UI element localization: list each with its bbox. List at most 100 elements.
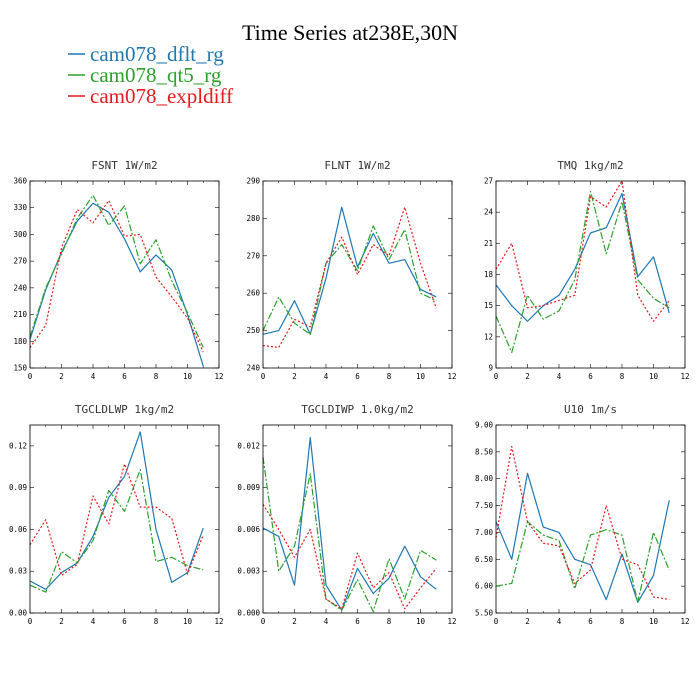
plot-frame-tmq [495,180,686,369]
x-tick-label-u10: 12 [680,617,689,626]
series-line-fsnt-qt5 [29,194,204,348]
y-tick-label-tmq: 27 [484,177,493,186]
y-tick-label-u10: 6.00 [475,582,494,591]
x-tick-label-flnt: 10 [416,372,426,381]
y-tick-label-tgcldiwp: 0.003 [237,567,260,576]
x-tick-label-fsnt: 2 [59,372,64,381]
x-tick-label-tgcldiwp: 12 [447,617,456,626]
series-line-fsnt-dflt [29,202,204,367]
x-tick-label-tgcldlwp: 0 [28,617,33,626]
y-tick-label-u10: 6.50 [475,555,494,564]
series-line-tgcldlwp-qt5 [29,468,204,593]
plot-frame-flnt [262,180,453,369]
x-tick-label-flnt: 6 [355,372,360,381]
x-tick-label-u10: 10 [649,617,659,626]
y-tick-label-flnt: 240 [246,364,260,373]
y-tick-label-fsnt: 360 [13,177,27,186]
legend-entry-qt5: cam078_qt5_rg [68,63,222,87]
y-tick-label-u10: 9.00 [475,421,494,430]
x-tick-label-u10: 0 [494,617,499,626]
y-tick-label-flnt: 270 [246,251,260,260]
series-line-u10-qt5 [495,521,670,603]
y-tick-label-tmq: 18 [484,270,494,279]
x-tick-label-tgcldiwp: 6 [355,617,360,626]
x-tick-label-tgcldiwp: 10 [416,617,426,626]
panel-fsnt: FSNT 1W/m2 0 2 4 6 8 10 12 150 180 210 240 270 300 330… [13,159,223,381]
series-line-flnt-expl [262,206,437,349]
y-tick-label-tgcldiwp: 0.009 [237,483,260,492]
x-tick-label-flnt: 4 [324,372,329,381]
x-tick-label-u10: 4 [557,617,562,626]
panel-title-tmq: TMQ 1kg/m2 [557,159,623,172]
y-tick-label-fsnt: 210 [13,310,27,319]
series-line-tmq-dflt [495,192,670,322]
y-tick-label-tgcldlwp: 0.03 [9,567,27,576]
x-tick-label-tmq: 0 [494,372,499,381]
y-tick-label-fsnt: 330 [13,203,27,212]
y-tick-label-flnt: 290 [246,177,260,186]
x-tick-label-u10: 6 [588,617,593,626]
x-tick-label-tmq: 4 [557,372,562,381]
legend-label-qt5: cam078_qt5_rg [90,63,222,87]
series-line-flnt-qt5 [262,225,437,335]
x-tick-label-tmq: 6 [588,372,593,381]
panel-title-fsnt: FSNT 1W/m2 [91,159,157,172]
series-line-tgcldlwp-dflt [29,431,204,590]
y-tick-label-tgcldiwp: 0.006 [237,525,260,534]
x-tick-label-tgcldlwp: 10 [183,617,193,626]
y-tick-label-tgcldlwp: 0.06 [9,525,28,534]
series-line-tgcldiwp-expl [262,504,437,610]
y-tick-label-fsnt: 300 [13,230,27,239]
panel-flnt: FLNT 1W/m2 0 2 4 6 8 10 12 240 250 260 270 280 290 [246,159,456,381]
y-tick-label-fsnt: 150 [13,364,27,373]
y-tick-label-u10: 8.00 [475,474,494,483]
panel-tgcldiwp: TGCLDIWP 1.0kg/m2 0 2 4 6 8 10 12 0.000 0.003 0.00… [237,403,456,626]
x-tick-label-tgcldiwp: 8 [387,617,392,626]
y-tick-label-u10: 5.50 [475,609,494,618]
x-tick-label-flnt: 12 [447,372,456,381]
x-tick-label-tmq: 12 [680,372,689,381]
y-tick-label-tgcldlwp: 0.09 [9,483,27,492]
y-tick-label-tmq: 21 [484,239,493,248]
x-tick-label-u10: 2 [525,617,530,626]
x-tick-label-flnt: 0 [261,372,266,381]
y-tick-label-tgcldlwp: 0.12 [9,441,27,450]
series-line-tmq-qt5 [495,190,670,354]
x-tick-label-tmq: 10 [649,372,659,381]
x-tick-label-fsnt: 6 [122,372,127,381]
y-tick-label-fsnt: 240 [13,283,27,292]
y-tick-label-tmq: 15 [484,301,493,310]
panels: FSNT 1W/m20 2 4 6 8 10 12150180210240270300330… [9,159,690,626]
x-tick-label-tgcldiwp: 4 [324,617,329,626]
x-tick-label-tgcldlwp: 6 [122,617,127,626]
y-tick-label-fsnt: 180 [13,337,27,346]
y-tick-label-tgcldlwp: 0.00 [9,609,28,618]
y-tick-label-flnt: 280 [246,214,260,223]
x-tick-label-tmq: 8 [620,372,625,381]
panel-title-tgcldlwp: TGCLDLWP 1kg/m2 [75,403,174,416]
x-tick-label-flnt: 8 [387,372,392,381]
x-tick-label-tgcldlwp: 2 [59,617,64,626]
y-tick-label-tmq: 12 [484,332,493,341]
x-tick-label-tgcldiwp: 2 [292,617,297,626]
legend-label-expl: cam078_expldiff [90,84,233,108]
panel-tgcldlwp: TGCLDLWP 1kg/m2 0 2 4 6 8 10 12 0.00 0.03 0.06 0.09… [9,403,224,626]
x-tick-label-tgcldiwp: 0 [261,617,266,626]
legend-entry-expl: cam078_expldiff [68,84,233,108]
y-tick-label-u10: 8.50 [475,447,494,456]
y-tick-label-u10: 7.00 [475,528,494,537]
panel-u10: U10 1m/s 0 2 4 6 8 10 12 5.50 6.00 6.50 7.00 7.50 8.0… [475,403,690,626]
x-tick-label-tgcldlwp: 12 [214,617,223,626]
x-tick-label-fsnt: 0 [28,372,33,381]
y-tick-label-flnt: 260 [246,289,260,298]
panel-title-u10: U10 1m/s [564,403,617,416]
legend: cam078_dflt_rg cam078_qt5_rg cam078_expl… [68,42,233,108]
x-tick-label-fsnt: 8 [154,372,159,381]
x-tick-label-fsnt: 10 [183,372,193,381]
x-tick-label-fsnt: 4 [91,372,96,381]
panel-title-flnt: FLNT 1W/m2 [324,159,390,172]
series-line-tgcldiwp-qt5 [262,456,437,613]
series-line-fsnt-expl [29,199,204,353]
y-tick-label-fsnt: 270 [13,257,27,266]
